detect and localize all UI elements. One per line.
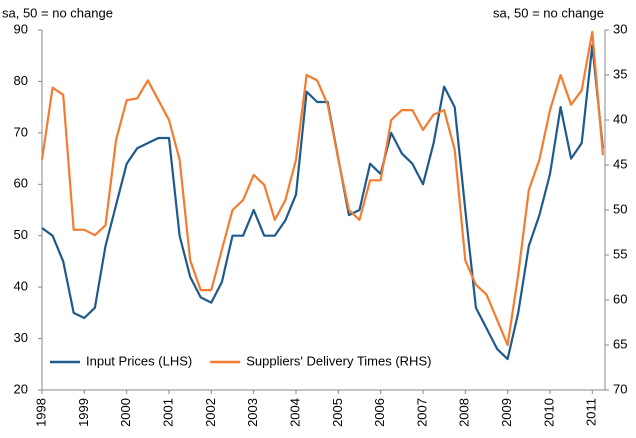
- y2-tick-label: 30: [613, 21, 627, 36]
- x-tick-label: 1999: [76, 398, 91, 427]
- y2-tick-label: 55: [613, 246, 627, 261]
- x-tick-label: 2011: [584, 398, 599, 426]
- x-tick-label: 2002: [203, 398, 218, 427]
- x-tick-label: 2000: [118, 398, 133, 427]
- y-axis-label: sa, 50 = no change: [2, 5, 113, 20]
- y-tick-label: 80: [14, 73, 28, 88]
- y2-tick-label: 60: [613, 291, 627, 306]
- legend-label: Suppliers' Delivery Times (RHS): [246, 353, 431, 368]
- series-line: [41, 44, 604, 361]
- x-tick-label: 2010: [541, 398, 556, 427]
- x-tick-label: 2009: [499, 398, 514, 427]
- y-tick-label: 30: [14, 330, 28, 345]
- x-tick-label: 1998: [33, 398, 48, 427]
- y2-axis-label: sa, 50 = no change: [493, 5, 604, 20]
- y2-tick-label: 70: [613, 381, 627, 396]
- series-line: [40, 30, 604, 347]
- x-tick-label: 2007: [414, 398, 429, 427]
- x-tick-label: 2008: [457, 398, 472, 427]
- y2-tick-label: 65: [613, 336, 627, 351]
- y-tick-label: 40: [14, 279, 28, 294]
- y2-tick-label: 40: [613, 111, 627, 126]
- y-tick-label: 90: [14, 21, 28, 36]
- x-tick-label: 2003: [245, 398, 260, 427]
- y2-tick-label: 45: [613, 156, 627, 171]
- x-tick-label: 2004: [287, 398, 302, 427]
- legend-label: Input Prices (LHS): [86, 353, 192, 368]
- y2-tick-label: 50: [613, 201, 627, 216]
- y-tick-label: 60: [14, 176, 28, 191]
- y-tick-label: 20: [14, 381, 28, 396]
- y2-tick-label: 35: [613, 66, 627, 81]
- x-tick-label: 2001: [160, 398, 175, 427]
- y-tick-label: 50: [14, 227, 28, 242]
- y-tick-label: 70: [14, 124, 28, 139]
- x-tick-label: 2005: [330, 398, 345, 427]
- x-tick-label: 2006: [372, 398, 387, 427]
